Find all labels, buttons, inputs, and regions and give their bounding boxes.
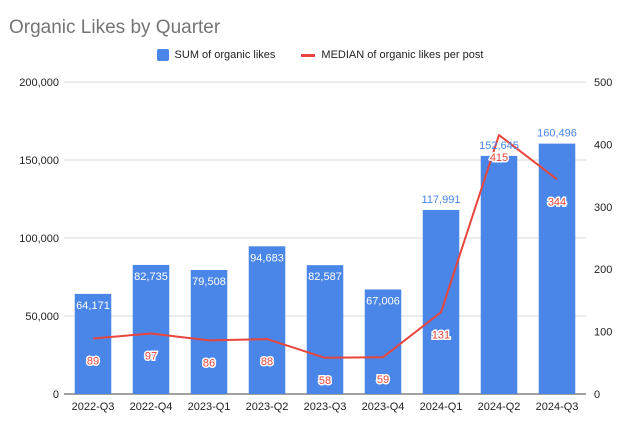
x-tick-label: 2023-Q1	[188, 401, 231, 413]
bar-data-label: 152,645	[479, 140, 519, 152]
legend-swatch-bar	[156, 49, 169, 61]
y-left-tick-label: 100,000	[19, 233, 59, 245]
bar	[422, 209, 460, 394]
line-data-label: 58	[319, 375, 331, 387]
bar	[74, 293, 112, 394]
chart-title: Organic Likes by Quarter	[9, 17, 221, 38]
bar	[132, 264, 170, 394]
median-line	[92, 134, 558, 359]
line-data-label: 88	[261, 356, 273, 368]
legend-item-sum: SUM of organic likes	[156, 49, 276, 61]
y-right-tick-label: 500	[594, 77, 612, 89]
bar	[306, 265, 344, 394]
x-tick-label: 2022-Q3	[72, 401, 115, 413]
bar-data-label: 82,735	[134, 271, 168, 283]
bar	[190, 269, 228, 394]
x-tick-label: 2024-Q2	[478, 401, 521, 413]
bar-data-label: 67,006	[366, 295, 400, 307]
legend-label-sum: SUM of organic likes	[174, 49, 276, 61]
bar	[364, 289, 402, 394]
x-tick-label: 2024-Q3	[536, 401, 579, 413]
line-data-label: 89	[87, 355, 99, 367]
bar-data-label: 82,587	[308, 271, 342, 283]
x-tick-label: 2023-Q4	[362, 401, 405, 413]
bar	[248, 246, 286, 394]
y-right-tick-label: 100	[594, 327, 612, 339]
line-data-label: 86	[203, 357, 215, 369]
bar-data-label: 79,508	[192, 276, 226, 288]
y-right-tick-label: 200	[594, 264, 612, 276]
bar	[538, 143, 576, 394]
y-right-tick-label: 0	[594, 389, 600, 401]
line-data-label: 415	[490, 152, 508, 164]
bar-data-label: 160,496	[537, 128, 577, 140]
legend-swatch-line	[301, 53, 316, 57]
x-tick-label: 2023-Q3	[304, 401, 347, 413]
legend: SUM of organic likes MEDIAN of organic l…	[0, 49, 640, 61]
x-tick-label: 2022-Q4	[130, 401, 173, 413]
y-left-tick-label: 50,000	[25, 311, 59, 323]
line-data-label: 344	[548, 196, 566, 208]
x-tick-label: 2024-Q1	[420, 401, 463, 413]
y-right-tick-label: 300	[594, 202, 612, 214]
legend-item-median: MEDIAN of organic likes per post	[301, 49, 483, 61]
line-data-label: 97	[145, 350, 157, 362]
bar	[480, 155, 518, 394]
y-left-tick-label: 150,000	[19, 155, 59, 167]
bar-data-label: 117,991	[422, 194, 461, 206]
bar-data-label: 64,171	[76, 300, 110, 312]
x-tick-label: 2023-Q2	[246, 401, 289, 413]
line-data-label: 59	[377, 374, 389, 386]
y-left-tick-label: 200,000	[19, 77, 59, 89]
y-left-tick-label: 0	[53, 389, 59, 401]
y-right-tick-label: 400	[594, 139, 612, 151]
line-data-label: 131	[432, 329, 450, 341]
legend-label-median: MEDIAN of organic likes per post	[321, 49, 484, 61]
bar-data-label: 94,683	[250, 252, 284, 264]
